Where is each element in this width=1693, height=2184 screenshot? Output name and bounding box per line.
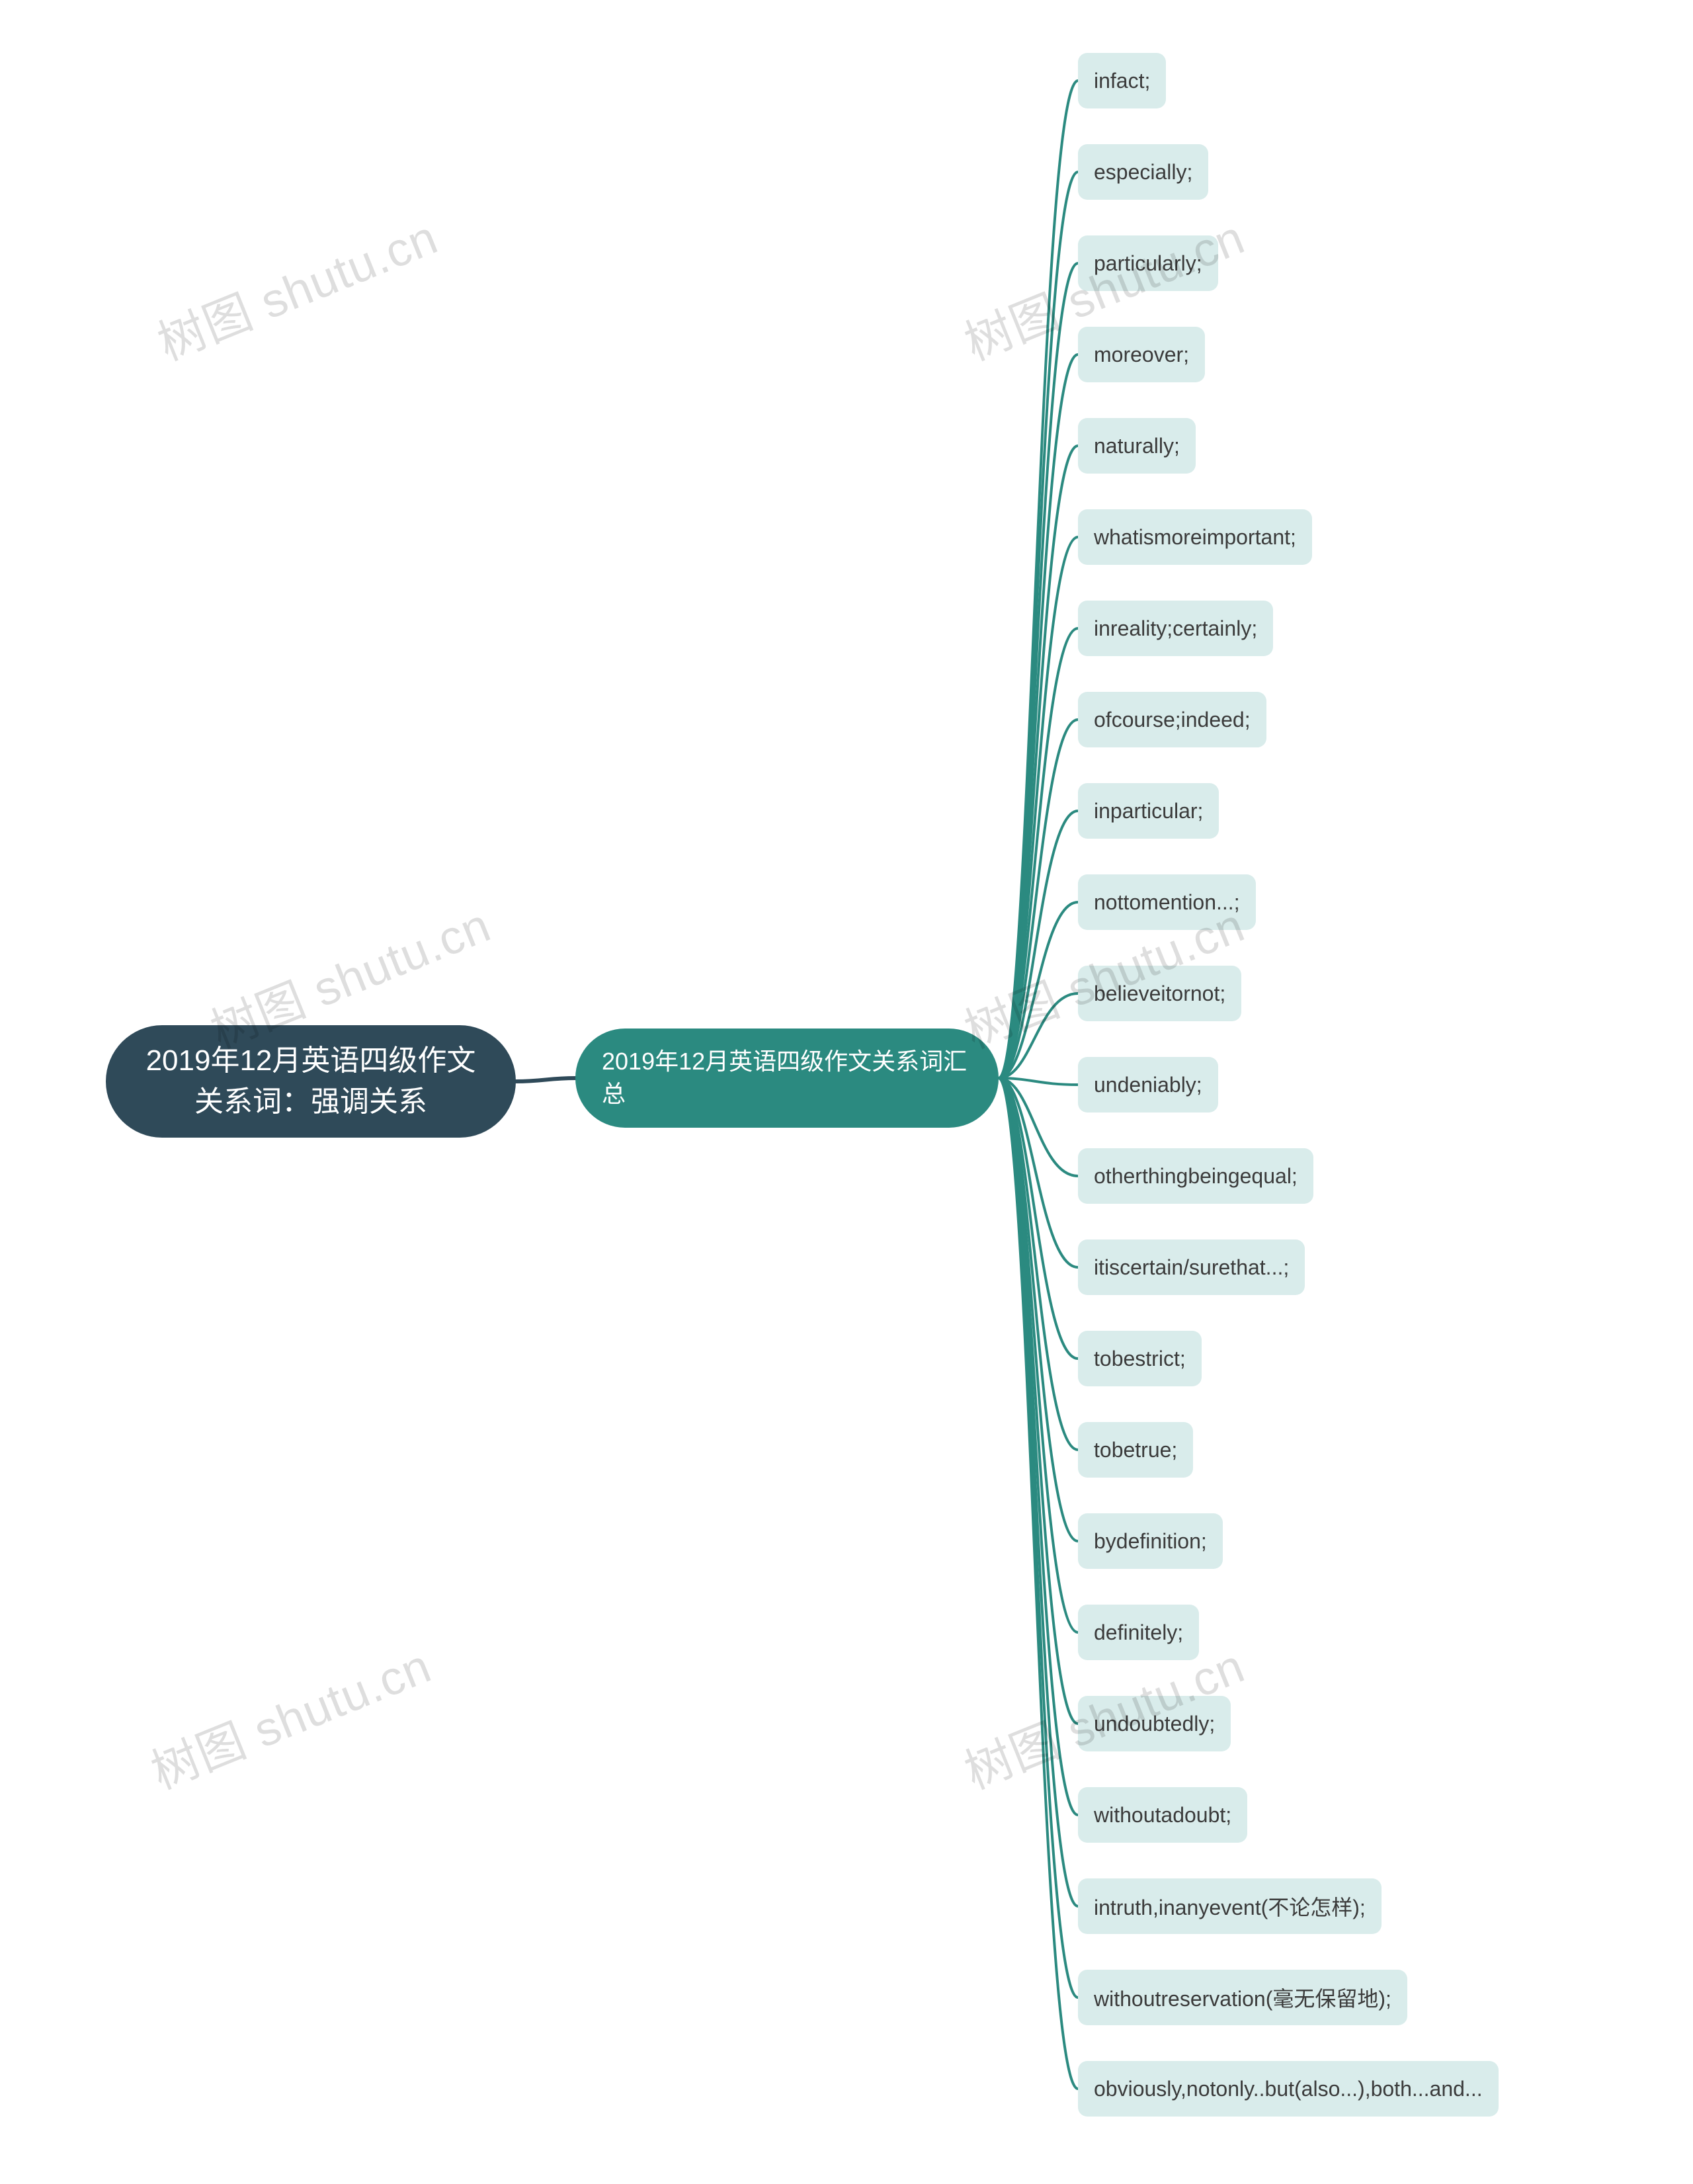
leaf-label: infact; <box>1094 69 1150 93</box>
leaf-label: undeniably; <box>1094 1073 1202 1097</box>
leaf-node: naturally; <box>1078 418 1196 474</box>
leaf-label: bydefinition; <box>1094 1529 1207 1554</box>
leaf-node: tobetrue; <box>1078 1422 1193 1478</box>
root-label-2: 关系词：强调关系 <box>194 1085 427 1118</box>
leaf-node: undoubtedly; <box>1078 1696 1231 1751</box>
leaf-label: especially; <box>1094 160 1192 185</box>
leaf-label: otherthingbeingequal; <box>1094 1164 1298 1189</box>
leaf-label: tobestrict; <box>1094 1347 1186 1371</box>
leaf-label: moreover; <box>1094 343 1189 367</box>
leaf-node: bydefinition; <box>1078 1513 1223 1569</box>
leaf-label: naturally; <box>1094 434 1180 458</box>
leaf-label: undoubtedly; <box>1094 1712 1215 1736</box>
leaf-label: definitely; <box>1094 1620 1183 1645</box>
leaf-node: intruth,inanyevent(不论怎样); <box>1078 1878 1382 1934</box>
sub-node: 2019年12月英语四级作文关系词汇 总 <box>575 1029 999 1128</box>
leaf-node: otherthingbeingequal; <box>1078 1148 1313 1204</box>
watermark: 树图 shutu.cn <box>140 1627 440 1802</box>
leaf-label: particularly; <box>1094 251 1202 276</box>
leaf-label: withoutreservation(毫无保留地); <box>1094 1982 1391 2013</box>
sub-label-1: 2019年12月英语四级作文关系词汇 <box>602 1048 967 1075</box>
leaf-label: inparticular; <box>1094 799 1203 823</box>
leaf-node: especially; <box>1078 144 1208 200</box>
leaf-node: nottomention...; <box>1078 874 1256 930</box>
leaf-label: believeitornot; <box>1094 982 1225 1006</box>
leaf-node: whatismoreimportant; <box>1078 509 1312 565</box>
leaf-node: believeitornot; <box>1078 966 1241 1021</box>
leaf-label: obviously,notonly..but(also...),both...a… <box>1094 2077 1483 2101</box>
leaf-label: whatismoreimportant; <box>1094 525 1296 550</box>
leaf-node: inparticular; <box>1078 783 1219 839</box>
sub-label: 2019年12月英语四级作文关系词汇 总 <box>602 1046 967 1110</box>
leaf-node: withoutreservation(毫无保留地); <box>1078 1970 1407 2025</box>
sub-label-2: 总 <box>602 1080 626 1107</box>
leaf-node: inreality;certainly; <box>1078 601 1273 656</box>
leaf-node: itiscertain/surethat...; <box>1078 1239 1305 1295</box>
leaf-node: definitely; <box>1078 1605 1199 1660</box>
leaf-node: withoutadoubt; <box>1078 1787 1247 1843</box>
leaf-label: intruth,inanyevent(不论怎样); <box>1094 1891 1366 1921</box>
leaf-node: moreover; <box>1078 327 1205 382</box>
leaf-label: ofcourse;indeed; <box>1094 708 1251 732</box>
leaf-node: tobestrict; <box>1078 1331 1202 1386</box>
watermark: 树图 shutu.cn <box>146 198 446 374</box>
root-label-1: 2019年12月英语四级作文 <box>146 1044 476 1077</box>
leaf-label: nottomention...; <box>1094 890 1240 915</box>
leaf-node: ofcourse;indeed; <box>1078 692 1266 747</box>
leaf-label: inreality;certainly; <box>1094 616 1257 641</box>
leaf-node: particularly; <box>1078 235 1218 291</box>
leaf-label: withoutadoubt; <box>1094 1803 1231 1827</box>
leaf-label: itiscertain/surethat...; <box>1094 1255 1289 1280</box>
root-label: 2019年12月英语四级作文 关系词：强调关系 <box>146 1040 476 1122</box>
leaf-node: undeniably; <box>1078 1057 1218 1113</box>
mindmap-canvas: 2019年12月英语四级作文 关系词：强调关系 2019年12月英语四级作文关系… <box>0 0 1693 2184</box>
leaf-label: tobetrue; <box>1094 1438 1177 1462</box>
root-node: 2019年12月英语四级作文 关系词：强调关系 <box>106 1025 516 1138</box>
leaf-node: obviously,notonly..but(also...),both...a… <box>1078 2061 1499 2117</box>
leaf-node: infact; <box>1078 53 1166 108</box>
